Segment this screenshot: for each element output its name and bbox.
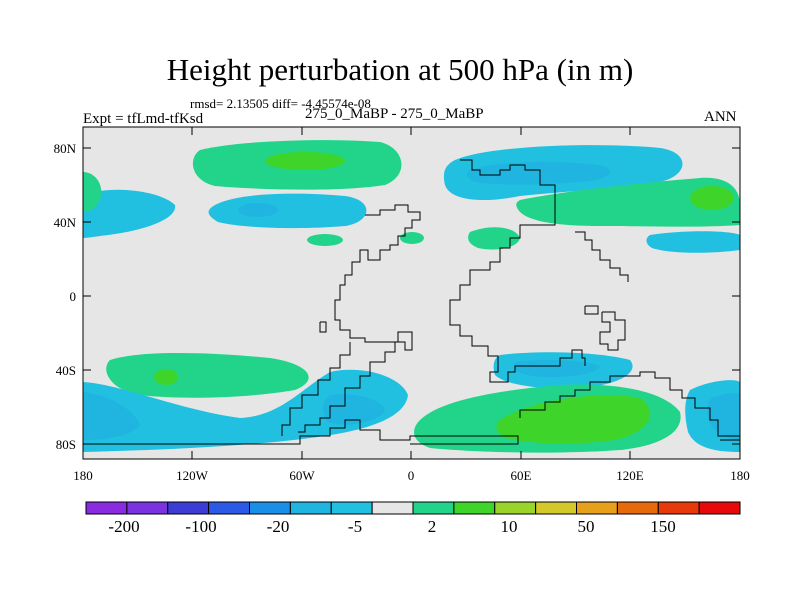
colorbar-box-4 <box>208 501 251 515</box>
colorbar-box-3 <box>167 501 210 515</box>
lon-tick-120e: 120E <box>616 468 644 483</box>
period-label: 275_0_MaBP - 275_0_MaBP <box>305 106 484 122</box>
colorbar-box-9 <box>412 501 455 515</box>
tick-marks <box>83 127 740 459</box>
coastline-islands-3 <box>319 321 327 333</box>
contour-negative-nh-atlantic-core <box>238 203 278 217</box>
coastline-americas <box>449 159 586 383</box>
lon-tick-120w: 120W <box>176 468 209 483</box>
lat-tick-80s: 80S <box>56 437 76 452</box>
colorbar-label-8: 150 <box>650 517 676 536</box>
coastline-antarctica <box>83 419 519 445</box>
contour-negative-sh-east-core <box>707 393 740 440</box>
colorbar-label-1: -200 <box>108 517 139 536</box>
season-label: ANN <box>704 109 737 125</box>
coastlines <box>83 159 740 445</box>
contour-negative-nh-east-small <box>646 231 740 253</box>
colorbar-box-14 <box>616 501 659 515</box>
colorbar-box-1 <box>85 501 128 515</box>
plot-title: Height perturbation at 500 hPa (in m) <box>166 52 634 87</box>
contour-positive-nh-pacific-west <box>83 172 102 212</box>
lon-tick-180w: 180 <box>73 468 93 483</box>
contour-positive-nh-asia-small <box>468 227 520 250</box>
colorbar-box-2 <box>126 501 169 515</box>
lat-tick-0: 0 <box>70 289 77 304</box>
colorbar-label-4: -5 <box>348 517 362 536</box>
contour-negative-sh-atlantic-core <box>322 394 385 425</box>
contour-negative-sh-indian-core <box>513 359 600 378</box>
colorbar-box-15 <box>657 501 700 515</box>
contour-positive-sh-pacific-core <box>154 369 178 385</box>
contour-positive-small-1 <box>307 234 343 246</box>
coastline-antarctica-east <box>519 371 740 437</box>
colorbar-box-13 <box>576 501 618 515</box>
contour-positive-nh-east <box>516 177 740 227</box>
lat-tick-40n: 40N <box>54 215 77 230</box>
contour-positive-sh-east-core <box>496 395 651 444</box>
colorbar-box-7 <box>330 501 373 515</box>
colorbar-label-7: 50 <box>578 517 595 536</box>
contour-negative-sh-west <box>83 369 408 452</box>
colorbar-label-2: -100 <box>185 517 216 536</box>
lon-tick-180e: 180 <box>730 468 750 483</box>
lon-tick-0: 0 <box>408 468 415 483</box>
coastline-europe <box>298 204 421 433</box>
lat-tick-40s: 40S <box>56 363 76 378</box>
colorbar-label-3: -20 <box>267 517 290 536</box>
lon-tick-60w: 60W <box>289 468 315 483</box>
colorbar-label-5: 2 <box>428 517 437 536</box>
colorbar-box-10 <box>453 501 496 515</box>
contour-negative-sh-west-core <box>83 392 140 440</box>
contour-positive-nh-east-core <box>690 186 734 210</box>
experiment-label: Expt = tfLmd-tfKsd <box>83 111 204 127</box>
colorbar-box-16 <box>698 501 741 515</box>
colorbar-box-11 <box>494 501 537 515</box>
colorbar <box>85 501 741 515</box>
colorbar-box-6 <box>289 501 332 515</box>
contour-positive-small-2 <box>400 232 424 244</box>
coastline-sa-west <box>281 342 351 436</box>
lon-tick-60e: 60E <box>511 468 532 483</box>
colorbar-labels: -200 -100 -20 -5 2 10 50 150 <box>108 517 675 536</box>
coastline-islands-2 <box>599 311 626 351</box>
colorbar-box-5 <box>249 501 291 515</box>
contour-positive-sh-pacific <box>106 353 309 398</box>
coastline-islands <box>584 305 599 315</box>
colorbar-box-12 <box>535 501 578 515</box>
stats-line: rmsd= 2.13505 diff= -4.45574e-08 <box>190 96 371 111</box>
lat-tick-80n: 80N <box>54 141 77 156</box>
contour-negative-nh-atlantic <box>208 193 367 229</box>
colorbar-label-6: 10 <box>501 517 518 536</box>
contour-fields <box>83 140 740 453</box>
colorbar-box-8 <box>371 501 414 515</box>
contour-positive-nh-west-core <box>265 152 345 170</box>
contour-negative-nh-asia-core <box>466 161 611 185</box>
contour-negative-nh-pacific-west <box>83 189 176 238</box>
coastline-asia-east <box>575 231 629 282</box>
